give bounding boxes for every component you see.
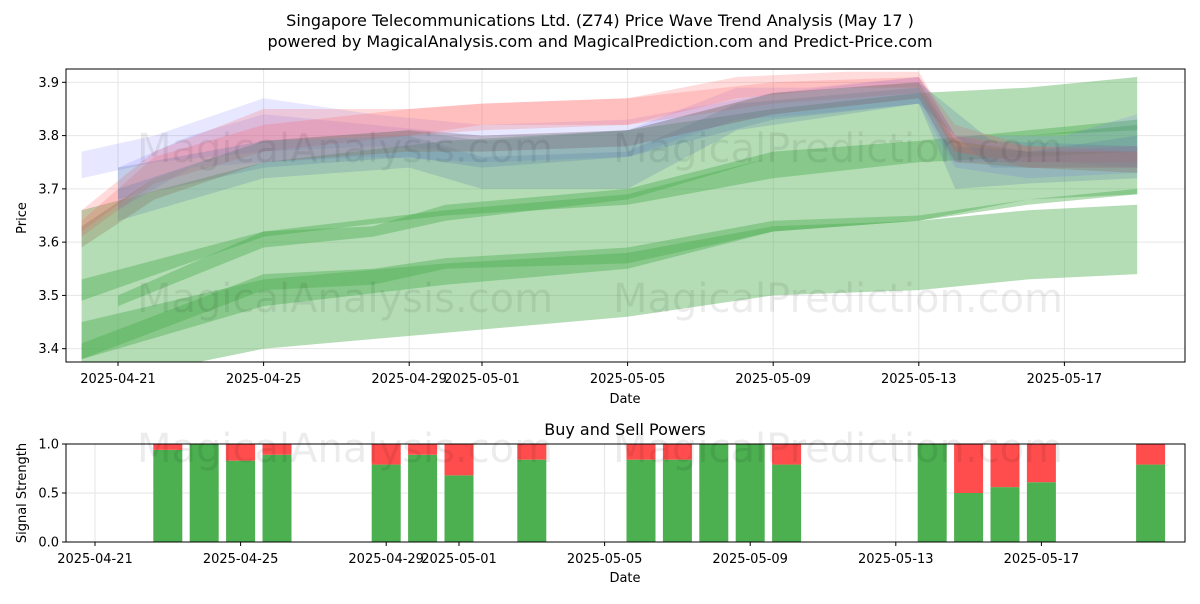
signal-x-axis-label: Date (609, 571, 640, 586)
price-band-green (81, 124, 1138, 360)
signal-y-axis-label: Signal Strength (15, 443, 30, 543)
signal-y-tick-label: 1.0 (38, 438, 59, 453)
sell-bar (1026, 444, 1056, 483)
buy-bar (735, 444, 765, 542)
buy-bar (699, 444, 729, 542)
buy-bar (990, 487, 1020, 542)
sell-bar (226, 444, 256, 461)
sell-bar (444, 444, 474, 476)
price-y-tick-label: 3.7 (38, 182, 59, 197)
signal-plot-frame (65, 443, 1186, 543)
price-band-red (81, 71, 1138, 237)
price-x-tick-label: 2025-04-21 (80, 372, 156, 387)
price-y-tick-label: 3.8 (38, 129, 59, 144)
price-band-blue (118, 77, 1138, 211)
bars-title: Buy and Sell Powers (544, 420, 706, 439)
chart-title: Singapore Telecommunications Ltd. (Z74) … (286, 11, 914, 30)
buy-bar (189, 444, 219, 542)
watermark-analysis-top-upper: MagicalAnalysis.com (137, 126, 553, 172)
signal-y-tick-label: 0.5 (38, 487, 59, 502)
buy-bar (444, 475, 474, 542)
buy-bar (153, 449, 183, 542)
price-x-tick-label: 2025-05-17 (1027, 372, 1103, 387)
signal-bars (153, 444, 1166, 542)
watermark-prediction-top-lower: MagicalPrediction.com (613, 276, 1063, 322)
price-band-green (81, 188, 1138, 360)
sell-bar (626, 444, 656, 460)
buy-bar (408, 454, 438, 542)
buy-bar (954, 493, 984, 542)
buy-bar (226, 460, 256, 542)
sell-bar (990, 444, 1020, 488)
buy-bar (917, 444, 947, 542)
buy-bar (262, 454, 292, 542)
sell-bar (517, 444, 547, 460)
watermark-prediction-top-upper: MagicalPrediction.com (613, 126, 1063, 172)
price-grid (66, 69, 1185, 362)
sell-bar (262, 444, 292, 455)
buy-bar (1136, 464, 1166, 542)
price-y-tick-label: 3.4 (38, 342, 59, 357)
buy-bar (772, 464, 802, 542)
sell-bar (954, 444, 984, 493)
price-band-blue (81, 77, 1138, 179)
signal-x-tick-label: 2025-05-09 (712, 552, 788, 567)
sell-bar (153, 444, 183, 450)
watermark-analysis-bottom: MagicalAnalysis.com (137, 426, 553, 472)
price-band-green (81, 204, 1138, 362)
sell-bar (1136, 444, 1166, 465)
price-x-tick-label: 2025-05-01 (444, 372, 520, 387)
watermark-prediction-bottom: MagicalPrediction.com (613, 426, 1063, 472)
price-x-axis-label: Date (609, 392, 640, 407)
price-band-steel (118, 82, 1138, 200)
signal-x-tick-label: 2025-04-25 (203, 552, 279, 567)
buy-bar (517, 459, 547, 542)
buy-bar (662, 459, 692, 542)
signal-x-tick-label: 2025-05-17 (1004, 552, 1080, 567)
buy-bar (1026, 482, 1056, 542)
chart-subtitle: powered by MagicalAnalysis.com and Magic… (267, 32, 932, 51)
price-x-tick-label: 2025-05-05 (590, 372, 666, 387)
price-x-tick-label: 2025-05-09 (735, 372, 811, 387)
price-band-steel (118, 87, 1138, 221)
price-y-tick-label: 3.6 (38, 236, 59, 251)
sell-bar (408, 444, 438, 455)
watermark-analysis-top-lower: MagicalAnalysis.com (137, 276, 553, 322)
price-y-tick-label: 3.5 (38, 289, 59, 304)
buy-bar (626, 459, 656, 542)
price-band-green (81, 77, 1138, 301)
price-y-axis-label: Price (15, 202, 30, 234)
sell-bar (371, 444, 401, 465)
price-band-red (81, 77, 1138, 232)
price-x-tick-label: 2025-04-29 (371, 372, 447, 387)
signal-x-tick-label: 2025-04-29 (348, 552, 424, 567)
signal-x-tick-label: 2025-04-21 (57, 552, 133, 567)
price-x-tick-label: 2025-04-25 (226, 372, 302, 387)
signal-y-tick-label: 0.0 (38, 536, 59, 551)
price-y-tick-label: 3.9 (38, 76, 59, 91)
price-bands (81, 71, 1138, 362)
price-plot-frame (65, 68, 1186, 363)
signal-x-tick-label: 2025-05-05 (567, 552, 643, 567)
sell-bar (772, 444, 802, 465)
signal-x-tick-label: 2025-05-01 (421, 552, 497, 567)
signal-x-tick-label: 2025-05-13 (858, 552, 934, 567)
price-x-tick-label: 2025-05-13 (881, 372, 957, 387)
price-ticks: 3.4 3.5 3.6 3.7 3.8 3.9 2025-04-21 2025-04-25 20… (38, 76, 1102, 387)
sell-bar (662, 444, 692, 460)
buy-bar (371, 464, 401, 542)
